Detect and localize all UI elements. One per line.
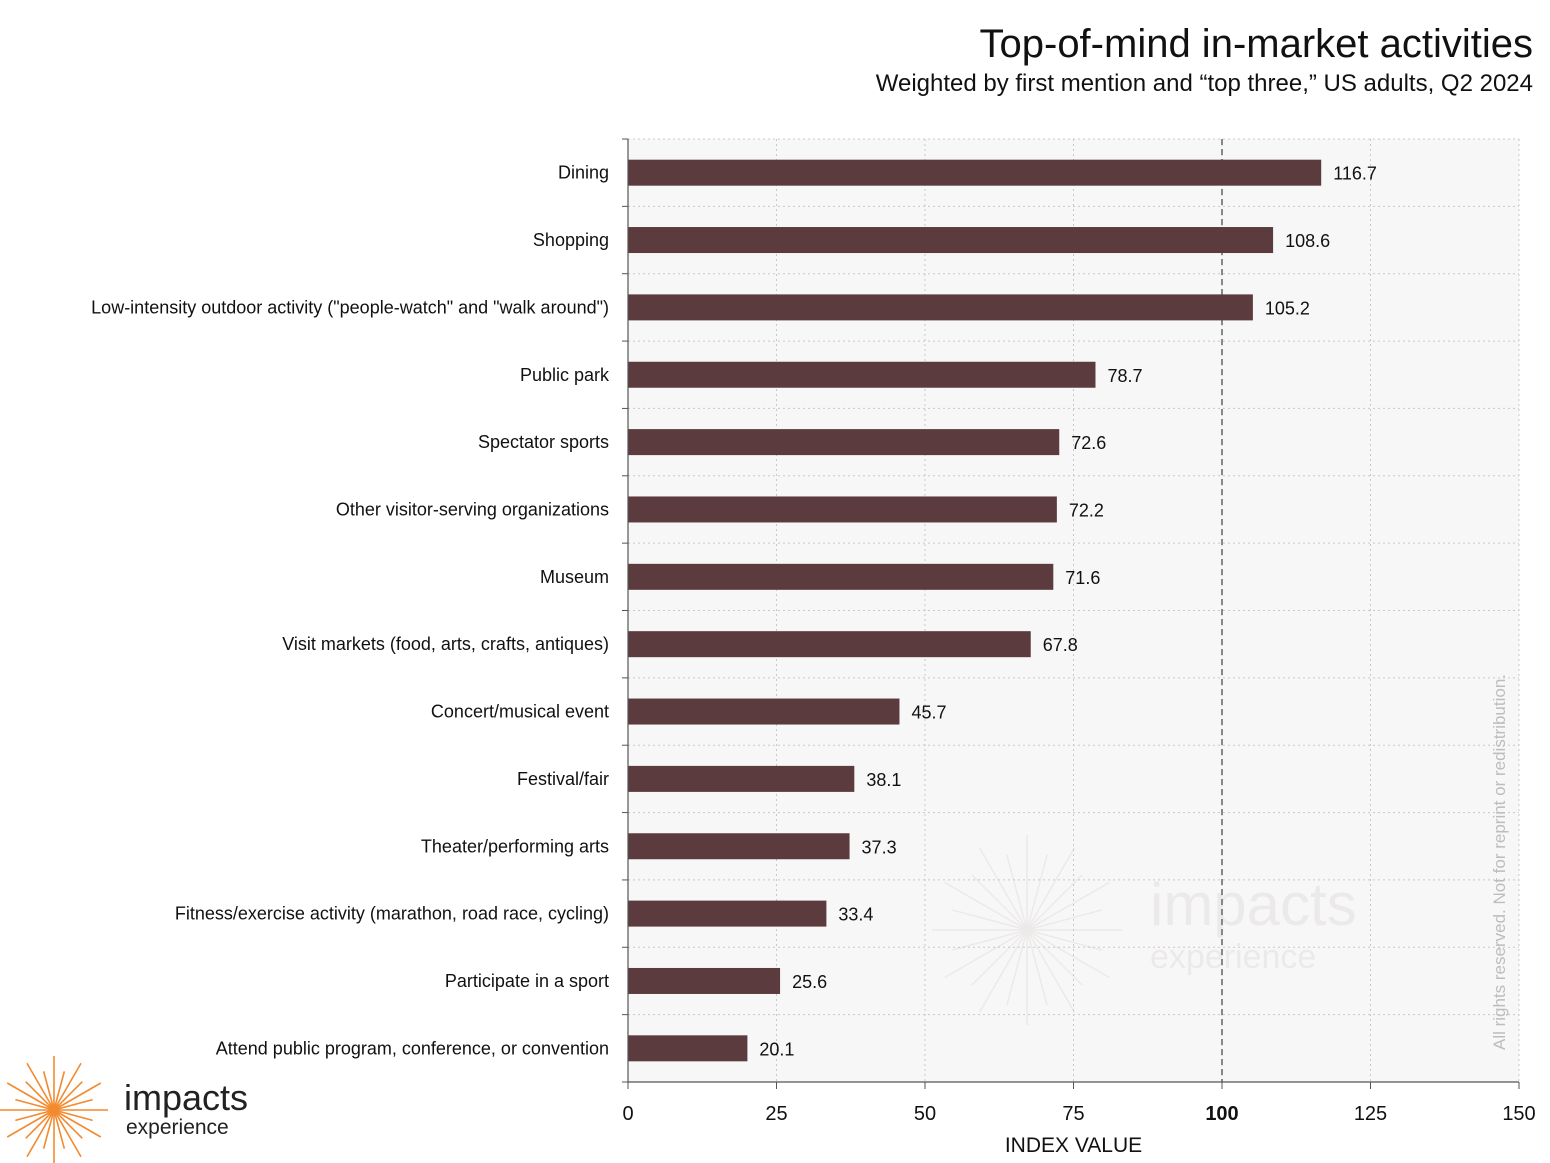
x-tick-label: 25: [765, 1103, 787, 1125]
chart-subtitle: Weighted by first mention and “top three…: [875, 70, 1533, 97]
bar: [628, 698, 900, 725]
impacts-logo: impacts experience: [0, 1056, 248, 1163]
x-tick-label: 75: [1062, 1103, 1084, 1125]
bar: [628, 361, 1096, 388]
grid-lines: [628, 138, 1520, 1083]
x-tick-label: 50: [914, 1103, 936, 1125]
value-label: 33.4: [838, 905, 873, 925]
x-tick-label: 150: [1502, 1103, 1535, 1125]
category-label: Visit markets (food, arts, crafts, antiq…: [282, 634, 609, 654]
category-label: Other visitor-serving organizations: [336, 499, 609, 519]
value-label: 45.7: [911, 703, 946, 723]
bar: [628, 159, 1322, 186]
value-label: 37.3: [862, 837, 897, 857]
category-label: Spectator sports: [478, 432, 609, 452]
x-tick-label: 0: [622, 1103, 633, 1125]
bar: [628, 1035, 748, 1062]
value-label: 78.7: [1107, 366, 1142, 386]
chart-title: Top-of-mind in-market activities: [979, 22, 1534, 66]
bar: [628, 765, 855, 792]
bar: [628, 833, 850, 860]
x-axis-title: INDEX VALUE: [1005, 1134, 1142, 1157]
category-label: Concert/musical event: [431, 702, 609, 722]
value-label: 20.1: [759, 1039, 794, 1059]
bars-group: [628, 159, 1322, 1062]
starburst-ray: [15, 1098, 93, 1122]
watermark-subtitle: experience: [1150, 938, 1316, 976]
starburst-icon: [0, 1056, 108, 1163]
bar: [628, 563, 1054, 590]
value-label: 72.6: [1071, 433, 1106, 453]
rights-watermark: All rights reserved. Not for reprint or …: [1490, 674, 1509, 1050]
bar: [628, 227, 1274, 254]
labels-group: Dining 116.7 Shopping 108.6 Low-intensity ou…: [91, 163, 1377, 1060]
bar: [628, 294, 1253, 321]
category-label: Low-intensity outdoor activity ("people-…: [91, 297, 609, 317]
bar: [628, 631, 1031, 658]
bar: [628, 496, 1057, 523]
value-label: 25.6: [792, 972, 827, 992]
category-label: Attend public program, conference, or co…: [216, 1038, 609, 1058]
value-label: 72.2: [1069, 500, 1104, 520]
watermark-wordmark: impacts: [1150, 871, 1357, 938]
category-label: Museum: [540, 567, 609, 587]
value-label: 71.6: [1065, 568, 1100, 588]
x-tick-label: 100: [1205, 1103, 1238, 1125]
value-label: 116.7: [1333, 164, 1377, 184]
x-tick-label: 125: [1354, 1103, 1387, 1125]
category-label: Shopping: [533, 230, 609, 250]
logo-wordmark: impacts: [124, 1077, 248, 1118]
category-label: Fitness/exercise activity (marathon, roa…: [175, 904, 609, 924]
category-label: Theater/performing arts: [421, 836, 609, 856]
category-label: Dining: [558, 163, 609, 183]
category-label: Festival/fair: [517, 769, 609, 789]
category-label: Public park: [520, 365, 610, 385]
bar: [628, 967, 781, 994]
value-label: 67.8: [1043, 635, 1078, 655]
watermark-ray: [951, 909, 1103, 951]
bar: [628, 900, 827, 927]
bar: [628, 429, 1060, 456]
axes: 0 25 50 75 100 125 150: [622, 138, 1536, 1125]
logo-subtitle: experience: [126, 1116, 229, 1139]
value-label: 38.1: [866, 770, 901, 790]
category-label: Participate in a sport: [445, 971, 609, 991]
value-label: 105.2: [1265, 298, 1310, 318]
value-label: 108.6: [1285, 231, 1330, 251]
